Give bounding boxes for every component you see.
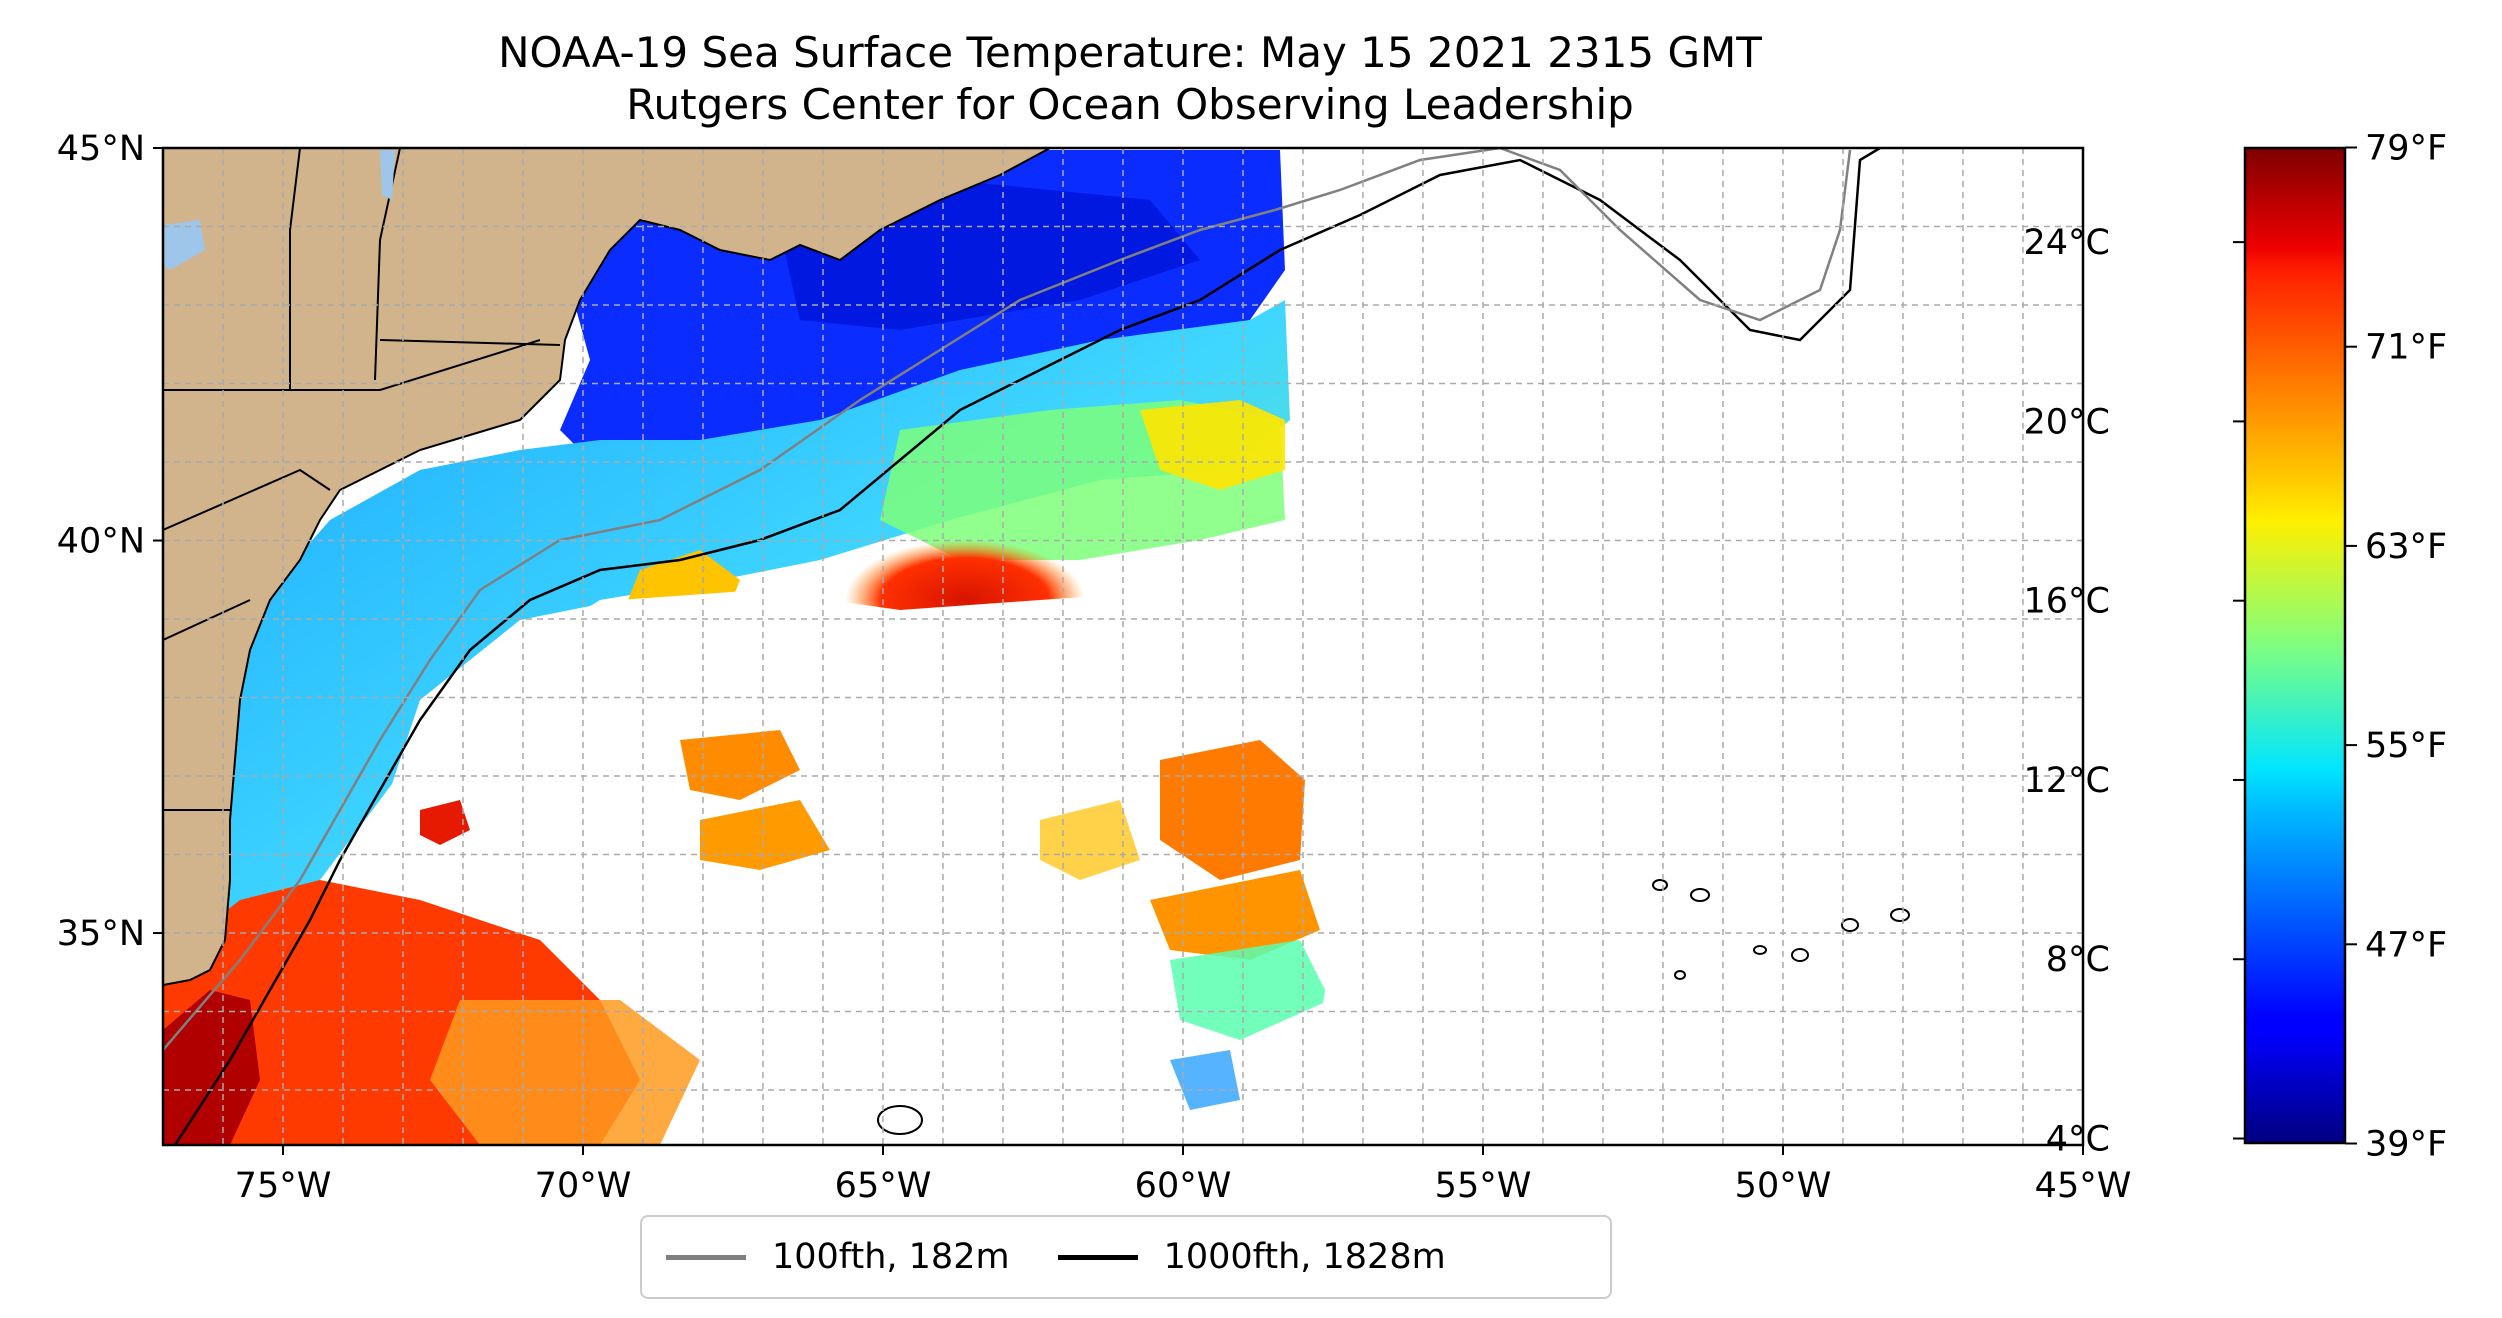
warm-patch-3 bbox=[680, 730, 800, 800]
sst-field bbox=[163, 148, 2083, 1145]
state-borders bbox=[163, 148, 561, 811]
colorbar: 24°C 20°C 16°C 12°C 8°C 4°C 79°F 71°F 63°F 55°F 4… bbox=[2024, 129, 2448, 1165]
contour-100fth bbox=[163, 208, 1276, 1051]
lon-tick-label: 50°W bbox=[1735, 1166, 1832, 1206]
legend-label-100fth: 100fth, 182m bbox=[772, 1237, 1010, 1277]
colorbar-celsius-ticks: 24°C 20°C 16°C 12°C 8°C 4°C bbox=[2024, 223, 2245, 1160]
lat-tick-label: 35°N bbox=[57, 914, 145, 954]
legend-line-100fth bbox=[666, 1254, 746, 1260]
southern-hot-water bbox=[163, 990, 260, 1145]
lon-tick-label: 55°W bbox=[1435, 1166, 1532, 1206]
lon-tick-label: 60°W bbox=[1135, 1166, 1232, 1206]
contour-1000fth bbox=[173, 148, 1881, 1145]
land-mass bbox=[163, 148, 1051, 987]
lat-tick-label: 40°N bbox=[57, 522, 145, 562]
warm-patch-4 bbox=[700, 800, 830, 870]
contour-100fth-ne bbox=[1274, 148, 1852, 322]
chart-title: NOAA-19 Sea Surface Temperature: May 15 … bbox=[498, 28, 1762, 77]
yellow-patch bbox=[1140, 400, 1285, 490]
colorbar-gradient bbox=[2245, 148, 2345, 1143]
map-frame bbox=[161, 146, 2085, 1147]
lon-tick-label: 65°W bbox=[835, 1166, 932, 1206]
seamounts bbox=[877, 879, 1910, 1135]
colorbar-fahrenheit-ticks: 79°F 71°F 63°F 55°F 47°F 39°F bbox=[2345, 129, 2447, 1164]
lon-tick-label: 75°W bbox=[235, 1166, 332, 1206]
fahrenheit-tick-label: 79°F bbox=[2365, 129, 2447, 169]
celsius-tick-label: 20°C bbox=[2024, 402, 2110, 442]
warm-patch-2 bbox=[1150, 870, 1320, 960]
fahrenheit-tick-label: 47°F bbox=[2365, 925, 2447, 965]
celsius-tick-label: 24°C bbox=[2024, 223, 2110, 263]
warm-patch-1 bbox=[1160, 740, 1305, 880]
legend-line-1000fth bbox=[1057, 1254, 1138, 1260]
cool-patches-east bbox=[1170, 940, 1330, 1040]
legend-label-1000fth: 1000fth, 1828m bbox=[1163, 1237, 1446, 1277]
warm-patch-6 bbox=[1040, 800, 1140, 880]
contour-legend: 100fth, 182m 1000fth, 1828m bbox=[640, 1215, 1612, 1299]
lake bbox=[163, 220, 205, 270]
fahrenheit-tick-label: 63°F bbox=[2365, 527, 2447, 567]
chart-subtitle: Rutgers Center for Ocean Observing Leade… bbox=[626, 80, 1634, 129]
map-panel: 75°W 70°W 65°W 60°W 55°W 50°W 45°W 45°N 40°N 35°… bbox=[57, 129, 2132, 1206]
fahrenheit-tick-label: 71°F bbox=[2365, 328, 2447, 368]
warm-patch-5 bbox=[420, 800, 470, 845]
legend-item-1000fth: 1000fth, 1828m bbox=[1057, 1237, 1470, 1277]
celsius-tick-label: 8°C bbox=[2046, 940, 2110, 980]
celsius-tick-label: 12°C bbox=[2024, 761, 2110, 801]
colorbar-frame bbox=[2243, 146, 2347, 1145]
lon-tick-label: 45°W bbox=[2035, 1166, 2132, 1206]
lon-tick-label: 70°W bbox=[535, 1166, 632, 1206]
swath-edge-mask bbox=[1283, 148, 2083, 1145]
longitude-ticks: 75°W 70°W 65°W 60°W 55°W 50°W 45°W bbox=[235, 1145, 2132, 1206]
cool-patches-east-2 bbox=[1170, 1050, 1240, 1110]
fahrenheit-tick-label: 55°F bbox=[2365, 726, 2447, 766]
lake bbox=[380, 150, 395, 200]
latitude-ticks: 45°N 40°N 35°N bbox=[57, 129, 163, 954]
celsius-tick-label: 16°C bbox=[2024, 582, 2110, 622]
legend-item-100fth: 100fth, 182m bbox=[666, 1237, 1034, 1277]
gridlines bbox=[162, 147, 2084, 1145]
fahrenheit-tick-label: 39°F bbox=[2365, 1124, 2447, 1164]
lat-tick-label: 45°N bbox=[57, 129, 145, 169]
southern-orange-spread bbox=[430, 1000, 700, 1145]
celsius-tick-label: 4°C bbox=[2046, 1120, 2110, 1160]
